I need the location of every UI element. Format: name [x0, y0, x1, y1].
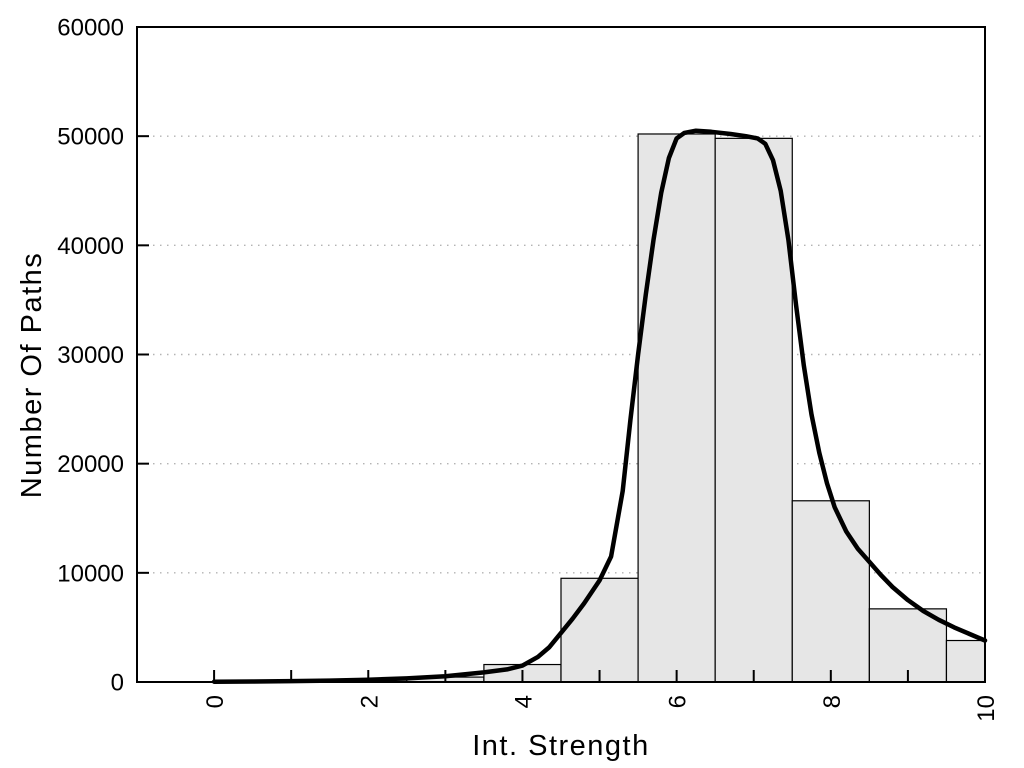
- x-tick-label: 4: [510, 695, 537, 708]
- y-tick-label: 50000: [57, 124, 124, 151]
- axis-ticks: [138, 26, 986, 683]
- histogram-bars: [174, 133, 985, 682]
- y-tick-label: 20000: [57, 451, 124, 478]
- histogram-bar: [637, 133, 716, 682]
- y-tick-label: 40000: [57, 233, 124, 260]
- x-tick-label: 6: [665, 695, 692, 708]
- x-axis-title: Int. Strength: [472, 730, 650, 762]
- y-tick-label: 60000: [57, 15, 124, 42]
- plot-border: [136, 26, 986, 683]
- y-axis-title: Number Of Paths: [16, 252, 48, 499]
- x-tick-label: 8: [819, 695, 846, 708]
- x-tick-labels: 0 2 4 6 8 10: [202, 695, 1000, 722]
- gridlines: [139, 135, 984, 574]
- histogram-bar: [945, 639, 985, 682]
- x-tick-label: 2: [356, 695, 383, 708]
- histogram-bar: [791, 500, 870, 682]
- y-tick-label: 10000: [57, 560, 124, 587]
- y-tick-labels: 0 10000 20000 30000 40000 50000 60000: [57, 15, 124, 697]
- x-tick-label: 10: [973, 695, 1000, 722]
- histogram-bar: [714, 137, 793, 682]
- density-curve: [211, 128, 988, 684]
- histogram-bar: [560, 577, 639, 682]
- histogram-bar: [868, 608, 948, 682]
- x-tick-label: 0: [202, 695, 229, 708]
- y-tick-label: 0: [111, 670, 124, 697]
- y-tick-label: 30000: [57, 342, 124, 369]
